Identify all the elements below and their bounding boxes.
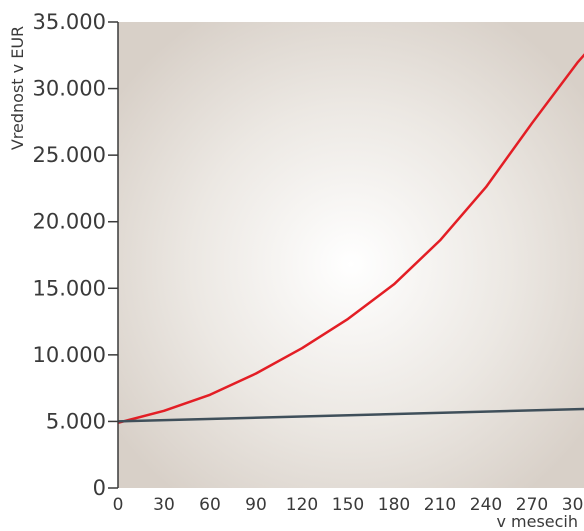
y-tick-label: 25.000 <box>33 143 106 167</box>
y-tick-label: 15.000 <box>33 276 106 300</box>
x-tick-label: 210 <box>424 495 456 515</box>
y-tick-label: 0 <box>93 476 106 500</box>
y-tick-label: 30.000 <box>33 77 106 101</box>
y-tick-label: 35.000 <box>33 10 106 34</box>
x-tick-label: 0 <box>113 495 124 515</box>
x-axis-title: v mesecih <box>496 512 578 531</box>
x-tick-label: 30 <box>153 495 175 515</box>
x-tick-label: 300 <box>562 495 584 515</box>
x-tick-label: 270 <box>516 495 548 515</box>
plot-area <box>118 22 584 488</box>
x-tick-label: 150 <box>332 495 364 515</box>
y-axis-title: Vrednost v EUR <box>8 26 27 150</box>
x-tick-label: 90 <box>245 495 267 515</box>
x-tick-label: 120 <box>286 495 318 515</box>
x-tick-label: 60 <box>199 495 221 515</box>
y-tick-label: 10.000 <box>33 343 106 367</box>
series-line-2 <box>117 407 584 423</box>
y-tick-label: 5.000 <box>46 409 106 433</box>
y-tick-label: 20.000 <box>33 210 106 234</box>
series-line-1 <box>117 53 584 425</box>
x-tick-label: 180 <box>378 495 410 515</box>
x-tick-label: 240 <box>470 495 502 515</box>
